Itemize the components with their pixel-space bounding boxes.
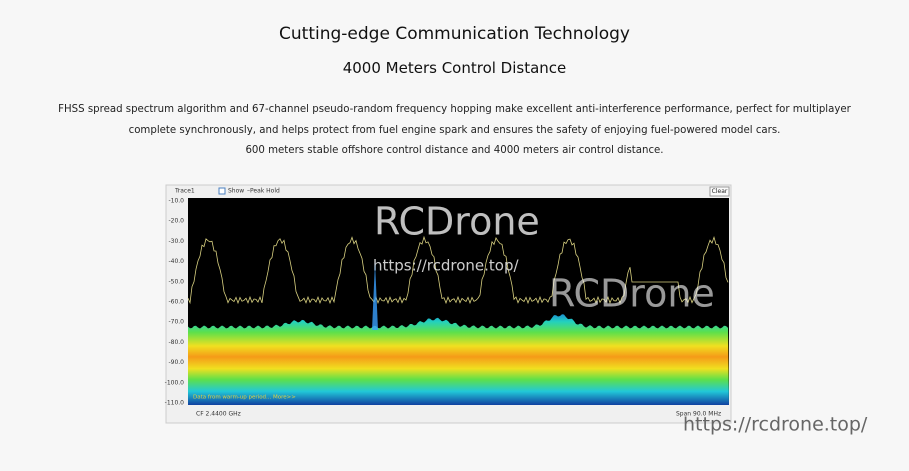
y-axis-label: -60.0 (168, 299, 184, 306)
waterfall (188, 314, 729, 405)
y-axis-label: -90.0 (168, 359, 184, 366)
clear-button[interactable] (709, 186, 730, 197)
y-axis-label: -10.0 (168, 198, 184, 205)
description-line: FHSS spread spectrum algorithm and 67-ch… (58, 104, 851, 115)
note: Data from warm-up period... More>> (193, 395, 296, 401)
show-label: Show (228, 188, 244, 195)
watermark: https://rcdrone.top/ (373, 257, 519, 275)
watermark: RCDrone (549, 272, 715, 316)
watermark: RCDrone (374, 200, 540, 244)
show-checkbox[interactable] (218, 187, 226, 195)
y-axis-label: -100.0 (165, 379, 185, 386)
y-axis-label: -20.0 (168, 218, 184, 225)
y-axis-label: -40.0 (168, 258, 184, 265)
cf: CF 2.4400 GHz (196, 411, 241, 418)
span: Span 90.0 MHz (676, 411, 721, 418)
spike (372, 262, 378, 330)
description-line: 600 meters stable offshore control dista… (245, 145, 664, 156)
trace-label: Trace1 (174, 188, 195, 195)
y-axis-label: -50.0 (168, 278, 184, 285)
y-axis-label: -80.0 (168, 339, 184, 346)
peak-trace (187, 235, 729, 305)
y-axis-label: -30.0 (168, 238, 184, 245)
clear-label[interactable]: Clear (712, 188, 728, 195)
description: FHSS spread spectrum algorithm and 67-ch… (0, 100, 909, 162)
y-axis-label: -70.0 (168, 319, 184, 326)
description-line: complete synchronously, and helps protec… (128, 124, 781, 136)
y-axis-label: -110.0 (165, 400, 185, 407)
watermark: https://rcdrone.top/ (683, 414, 868, 436)
peak-hold-label: –Peak Hold (247, 188, 280, 195)
title: Cutting-edge Communication Technology (279, 24, 630, 44)
subtitle: 4000 Meters Control Distance (342, 59, 567, 77)
